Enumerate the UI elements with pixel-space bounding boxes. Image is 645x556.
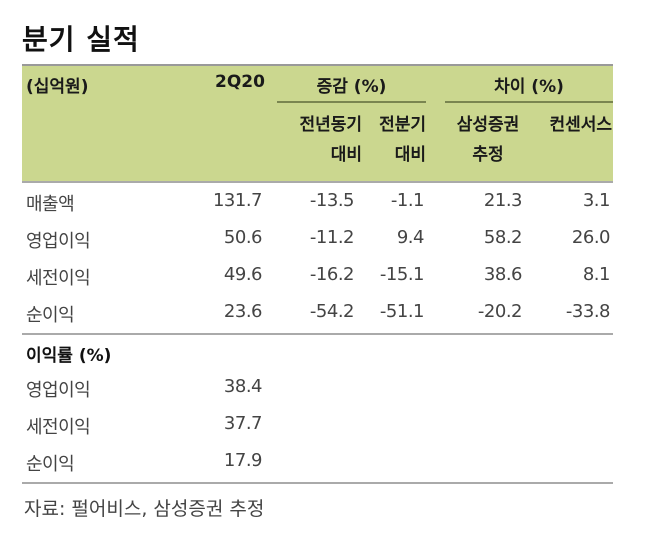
subheader-yoy: 전년동기 대비 <box>299 115 362 165</box>
section-divider <box>22 333 613 335</box>
group-rule-change <box>277 101 426 103</box>
table-bottom-rule <box>22 482 613 484</box>
source-note: 자료: 펄어비스, 삼성증권 추정 <box>24 498 265 520</box>
unit-label: (십억원) <box>26 77 89 97</box>
period-header: 2Q20 <box>215 72 265 92</box>
subheader-qoq: 전분기 대비 <box>379 115 426 165</box>
subheader-consensus: 컨센서스 <box>549 115 612 135</box>
group-header-change: 증감 (%) <box>316 77 387 97</box>
subheader-samsung-estimate: 삼성증권 추정 <box>456 115 520 165</box>
page-title: 분기 실적 <box>22 23 140 56</box>
group-rule-diff <box>445 101 613 103</box>
group-header-diff: 차이 (%) <box>494 77 564 97</box>
table-header <box>22 64 613 183</box>
margin-section-title: 이익률 (%) <box>26 346 112 366</box>
